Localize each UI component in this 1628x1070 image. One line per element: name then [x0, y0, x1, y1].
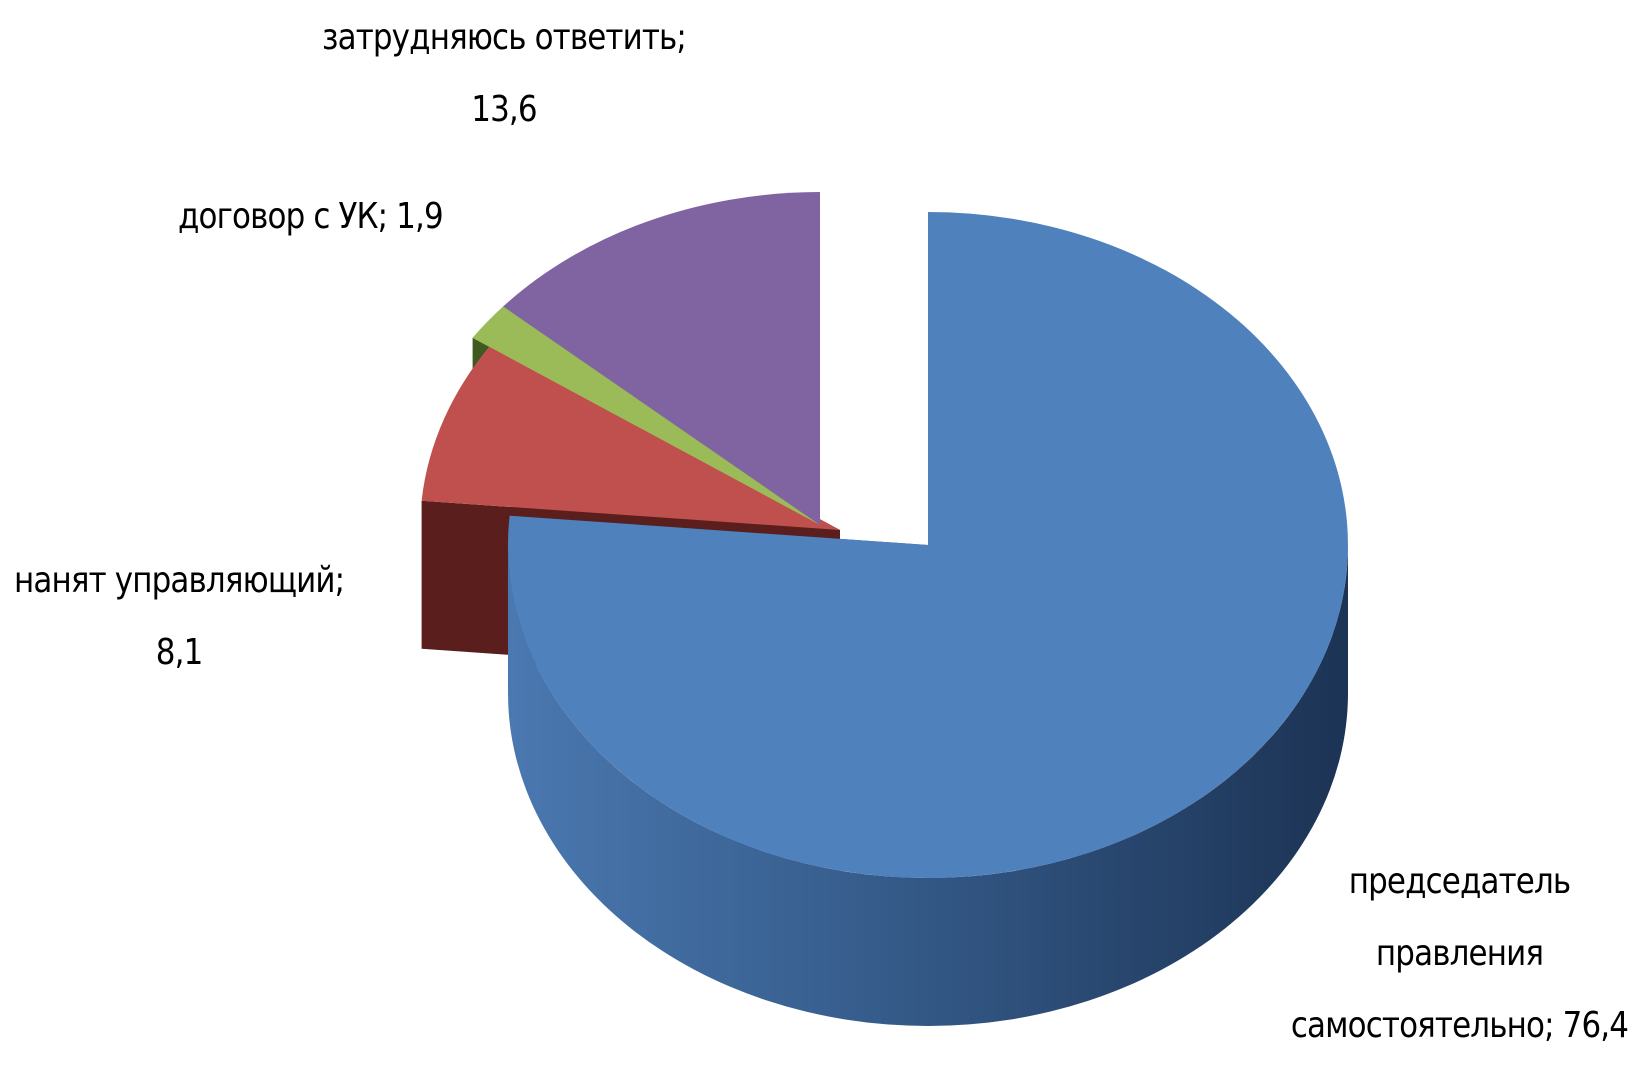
slice-upravlyayushchiy: [421, 342, 840, 530]
slice-dogovor-uk: [472, 306, 820, 525]
data-label-line: нанят управляющий;: [14, 560, 345, 601]
data-label-line: договор с УК; 1,9: [178, 196, 444, 237]
slice-zatrudnyayus: [503, 192, 820, 525]
pie-slice-tops: [421, 192, 1348, 878]
data-label-line: затрудняюсь ответить;: [322, 17, 687, 58]
data-label-line: 13,6: [471, 89, 537, 130]
data-label-zatrudnyayus: затрудняюсь ответить; 13,6: [322, 2, 687, 146]
data-label-predsedatel: председатель правления самостоятельно; 7…: [1291, 846, 1628, 1062]
data-label-line: председатель: [1348, 861, 1571, 902]
data-label-upravlyayushchiy: нанят управляющий; 8,1: [14, 545, 345, 689]
slice-predsedatel: [507, 212, 1348, 878]
data-label-dogovor-uk: договор с УК; 1,9: [178, 181, 444, 253]
data-label-line: 8,1: [155, 632, 204, 673]
data-label-line: самостоятельно; 76,4: [1290, 1005, 1628, 1046]
data-label-line: правления: [1375, 933, 1544, 974]
